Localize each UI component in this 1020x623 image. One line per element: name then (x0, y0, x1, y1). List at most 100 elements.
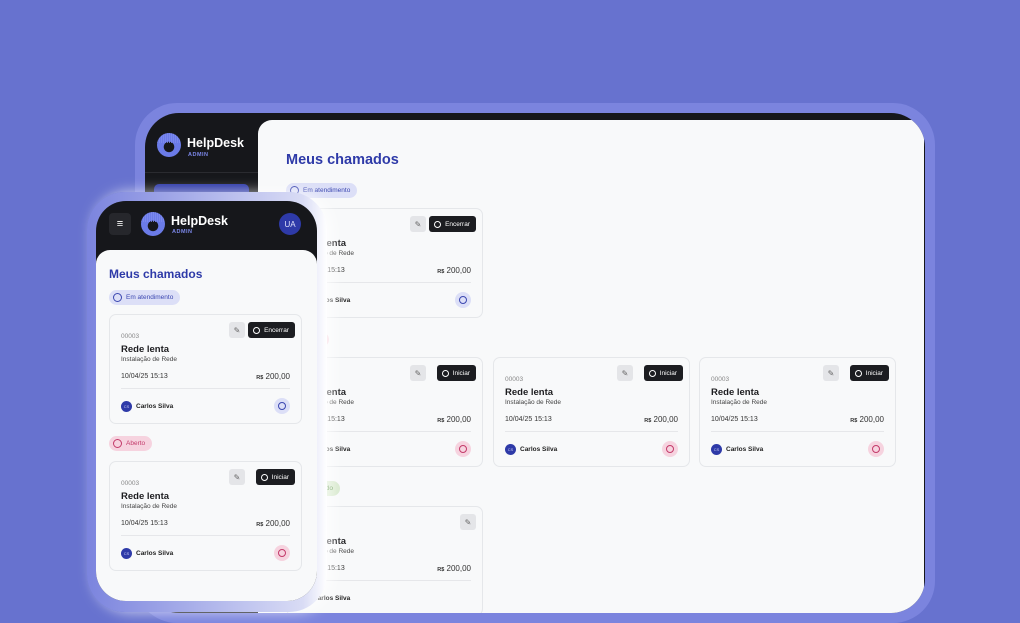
client-avatar: CS (121, 401, 132, 412)
status-icon (274, 545, 290, 561)
ticket-price: R$ 200,00 (437, 266, 471, 275)
ticket-id: 00003 (711, 376, 730, 383)
ticket-title: Rede lenta (505, 387, 554, 398)
helpdesk-logo-icon (141, 212, 165, 236)
client-name: Carlos Silva (136, 550, 174, 557)
brand-role: ADMIN (188, 152, 209, 158)
clock-icon (854, 369, 862, 377)
ticket-price: R$ 200,00 (437, 564, 471, 573)
start-ticket-button[interactable]: Iniciar (255, 469, 295, 485)
menu-icon[interactable]: ≡ (109, 213, 131, 235)
brand-name: HelpDesk (187, 136, 244, 150)
currency: R$ (437, 418, 445, 424)
currency: R$ (256, 522, 264, 528)
amount: 200,00 (653, 415, 678, 424)
ticket-title: Rede lenta (121, 491, 170, 502)
page-title: Meus chamados (109, 267, 203, 281)
amount: 200,00 (446, 415, 471, 424)
action-label: Encerrar (264, 326, 289, 334)
edit-button[interactable]: ✎ (229, 322, 245, 338)
action-label: Iniciar (659, 369, 677, 377)
clock-icon (648, 369, 656, 377)
amount: 200,00 (265, 519, 290, 528)
action-label: Iniciar (865, 369, 883, 377)
ticket-id: 00003 (121, 480, 140, 487)
edit-button[interactable]: ✎ (410, 365, 426, 381)
start-ticket-button[interactable]: Iniciar (643, 365, 683, 381)
currency: R$ (437, 567, 445, 573)
ticket-service: Instalação de Rede (505, 399, 562, 406)
start-ticket-button[interactable]: Iniciar (436, 365, 476, 381)
client-name: Carlos Silva (136, 403, 174, 410)
ticket-card[interactable]: ✎ Iniciar 00003 Rede lenta Instalação de … (109, 461, 302, 571)
check-circle-icon (434, 220, 442, 228)
action-label: Encerrar (445, 220, 470, 228)
ticket-price: R$ 200,00 (256, 519, 290, 528)
client-name: Carlos Silva (313, 446, 351, 453)
ticket-card[interactable]: ✎ Iniciar 00003 Rede lenta Instalação de … (699, 357, 896, 467)
ticket-card[interactable]: ✎ Encerrar 00003 Rede lenta Instalação de… (109, 314, 302, 424)
client-name: Carlos Silva (313, 297, 351, 304)
client-avatar: CS (711, 444, 722, 455)
close-ticket-button[interactable]: Encerrar (248, 322, 295, 338)
page-title: Meus chamados (286, 152, 399, 168)
status-label: Em atendimento (303, 187, 351, 194)
ticket-price: R$ 200,00 (850, 415, 884, 424)
status-label: Aberto (126, 440, 146, 447)
client-name: Carlos Silva (520, 446, 558, 453)
phone-screen: ≡ HelpDesk ADMIN UA Meus chamados Em ate… (96, 201, 317, 601)
client-avatar: CS (121, 548, 132, 559)
divider (121, 535, 290, 536)
main-content: Meus chamados Em atendimento ✎ Encerrar 0… (258, 120, 924, 613)
status-icon (868, 441, 884, 457)
ticket-title: Rede lenta (121, 344, 170, 355)
edit-button[interactable]: ✎ (617, 365, 633, 381)
ticket-datetime: 10/04/25 15:13 (121, 373, 168, 380)
close-ticket-button[interactable]: Encerrar (429, 216, 476, 232)
currency: R$ (644, 418, 652, 424)
status-label: Em atendimento (126, 294, 174, 301)
ticket-datetime: 10/04/25 15:13 (711, 416, 758, 423)
divider (505, 431, 678, 432)
edit-button[interactable]: ✎ (460, 514, 476, 530)
clock-icon (260, 473, 268, 481)
edit-button[interactable]: ✎ (229, 469, 245, 485)
status-icon (662, 441, 678, 457)
action-label: Iniciar (271, 473, 289, 481)
help-circle-icon (113, 439, 122, 448)
ticket-price: R$ 200,00 (256, 372, 290, 381)
status-icon (455, 441, 471, 457)
brand-name: HelpDesk (171, 214, 228, 228)
edit-button[interactable]: ✎ (823, 365, 839, 381)
currency: R$ (437, 269, 445, 275)
ticket-service: Instalação de Rede (121, 503, 178, 510)
action-label: Iniciar (452, 369, 470, 377)
status-badge-in_progress: Em atendimento (109, 290, 181, 305)
amount: 200,00 (265, 372, 290, 381)
ticket-service: Instalação de Rede (121, 356, 178, 363)
client-avatar: CS (505, 444, 516, 455)
divider (121, 388, 290, 389)
brand-role: ADMIN (172, 229, 193, 235)
status-icon (274, 398, 290, 414)
client-name: Carlos Silva (726, 446, 764, 453)
ticket-title: Rede lenta (711, 387, 760, 398)
clock-icon (441, 369, 449, 377)
sidebar-divider (145, 172, 258, 173)
ticket-service: Instalação de Rede (711, 399, 768, 406)
check-circle-icon (253, 326, 261, 334)
amount: 200,00 (446, 564, 471, 573)
edit-button[interactable]: ✎ (410, 216, 426, 232)
clock-icon (113, 293, 122, 302)
ticket-id: 00003 (505, 376, 524, 383)
ticket-price: R$ 200,00 (437, 415, 471, 424)
divider (298, 282, 471, 283)
currency: R$ (850, 418, 858, 424)
ticket-card[interactable]: ✎ Iniciar 00003 Rede lenta Instalação de … (493, 357, 690, 467)
main-content: Meus chamados Em atendimento ✎ Encerrar 0… (96, 250, 317, 601)
status-icon (455, 292, 471, 308)
start-ticket-button[interactable]: Iniciar (849, 365, 889, 381)
divider (711, 431, 884, 432)
status-badge-open: Aberto (109, 436, 153, 451)
user-avatar[interactable]: UA (279, 213, 301, 235)
